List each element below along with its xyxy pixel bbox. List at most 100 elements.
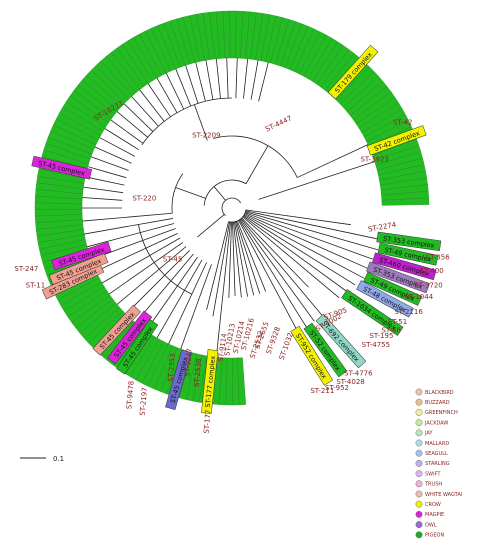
st-label-st-3720: ST-3720 (414, 281, 442, 289)
st-label-st-9247: ST-9247 (183, 348, 193, 377)
legend-swatch-mallard (415, 439, 423, 447)
legend-label-seagull: SEAGULL (425, 451, 448, 457)
branch (233, 221, 242, 298)
branch (245, 210, 379, 240)
branch (110, 119, 144, 144)
branch (175, 68, 192, 107)
branch (131, 96, 159, 127)
branch (245, 211, 379, 251)
branch (83, 186, 124, 194)
branch (243, 215, 356, 286)
st-label-st-195: ST-195 (369, 332, 393, 340)
st-label-st-2538: ST-2538 (193, 358, 203, 387)
st-label-st-1044: ST-1044 (405, 293, 434, 301)
legend-label-white-wagtail: WHITE WAGTAI (425, 492, 462, 498)
branch (116, 246, 187, 305)
branch (213, 186, 226, 201)
branch (123, 103, 154, 132)
branch (205, 60, 214, 100)
branch (235, 58, 238, 99)
legend-swatch-starling (415, 459, 423, 467)
branch (156, 259, 203, 339)
branch (116, 111, 148, 138)
branch (240, 218, 323, 316)
branch (244, 213, 368, 269)
branch (215, 58, 221, 99)
branch (228, 221, 232, 298)
branch-arc (203, 179, 247, 206)
legend-label-mallard: MALLARD (425, 441, 449, 447)
legend-swatch-seagull (415, 449, 423, 457)
branch (297, 144, 369, 178)
st-label-st-177: ST-177 (203, 409, 213, 434)
branch (195, 62, 206, 102)
branch (145, 256, 198, 332)
st-label-st-400: ST-400 (420, 267, 444, 275)
legend-swatch-pigeon (415, 531, 423, 539)
branch (168, 262, 208, 345)
legend-swatch-greenfinch (415, 408, 423, 416)
branch (258, 161, 375, 200)
st-label-st-952: ST-952 (325, 384, 349, 392)
branch (232, 221, 236, 296)
branch (239, 219, 315, 322)
st-label-st-45: ST-45 (163, 256, 183, 264)
branch-arc (228, 209, 247, 223)
branch-arc (171, 173, 184, 214)
st-label-st-247: ST-247 (14, 265, 38, 273)
st-label-st-2197: ST-2197 (139, 387, 149, 416)
legend-label-buzzard: BUZZARD (425, 400, 450, 406)
legend-swatch-jackdaw (415, 419, 423, 426)
tree-branches (82, 58, 379, 358)
st-label-st-2209: ST-2209 (192, 132, 220, 140)
branch (90, 228, 176, 260)
branch (226, 58, 229, 99)
legend-swatch-swift (415, 470, 423, 477)
st-label-st-9114: ST-9114 (217, 332, 229, 362)
legend-label-jackdaw: JACKDAW (424, 420, 448, 426)
branch (125, 250, 190, 315)
legend-label-swift: SWIFT (425, 471, 441, 477)
st-label-st-2353: ST-2353 (167, 353, 177, 382)
legend-swatch-white-wagtail (415, 490, 423, 498)
st-label-st-4755: ST-4755 (362, 341, 390, 349)
branch (135, 253, 194, 324)
branch (82, 212, 173, 222)
legend-label-trush: TRUSH (424, 482, 442, 488)
legend-label-greenfinch: GREENFINCH (425, 410, 458, 416)
st-label-st-42: ST-42 (393, 119, 413, 127)
branch (241, 217, 309, 288)
branch (212, 221, 230, 317)
branch (85, 176, 125, 186)
st-label-st-4028: ST-4028 (336, 378, 364, 386)
legend-swatch-trush (415, 480, 423, 488)
branch (234, 221, 249, 297)
branch (242, 216, 340, 299)
st-label-st-1032: ST-1032 (278, 332, 295, 361)
legend-swatch-jay (415, 429, 423, 437)
branch (165, 73, 185, 110)
legend-label-jay: JAY (424, 431, 433, 437)
legend-swatch-owl (415, 521, 423, 528)
branch (235, 221, 261, 294)
branch (244, 214, 365, 279)
st-label-st-9478: ST-9478 (125, 381, 135, 410)
branch (108, 242, 184, 295)
branch (147, 83, 171, 118)
branch (194, 104, 208, 141)
legend-swatch-crow (415, 500, 423, 508)
legend-label-pigeon: PIGEON (425, 533, 444, 539)
branch (258, 62, 269, 102)
branch (185, 65, 199, 104)
st-label-st-4776: ST-4776 (344, 370, 373, 378)
st-label-st-3923: ST-3923 (360, 156, 388, 164)
st-label-st-356: ST-356 (426, 253, 451, 261)
branch (206, 221, 230, 310)
legend-swatch-blackbird (415, 388, 423, 396)
branch (250, 60, 259, 100)
host-legend: BLACKBIRD BUZZARD GREENFINCH JACKDAW JAY MALL… (415, 388, 462, 539)
branch (234, 221, 255, 296)
branch (90, 156, 129, 171)
legend-swatch-buzzard (415, 398, 423, 406)
